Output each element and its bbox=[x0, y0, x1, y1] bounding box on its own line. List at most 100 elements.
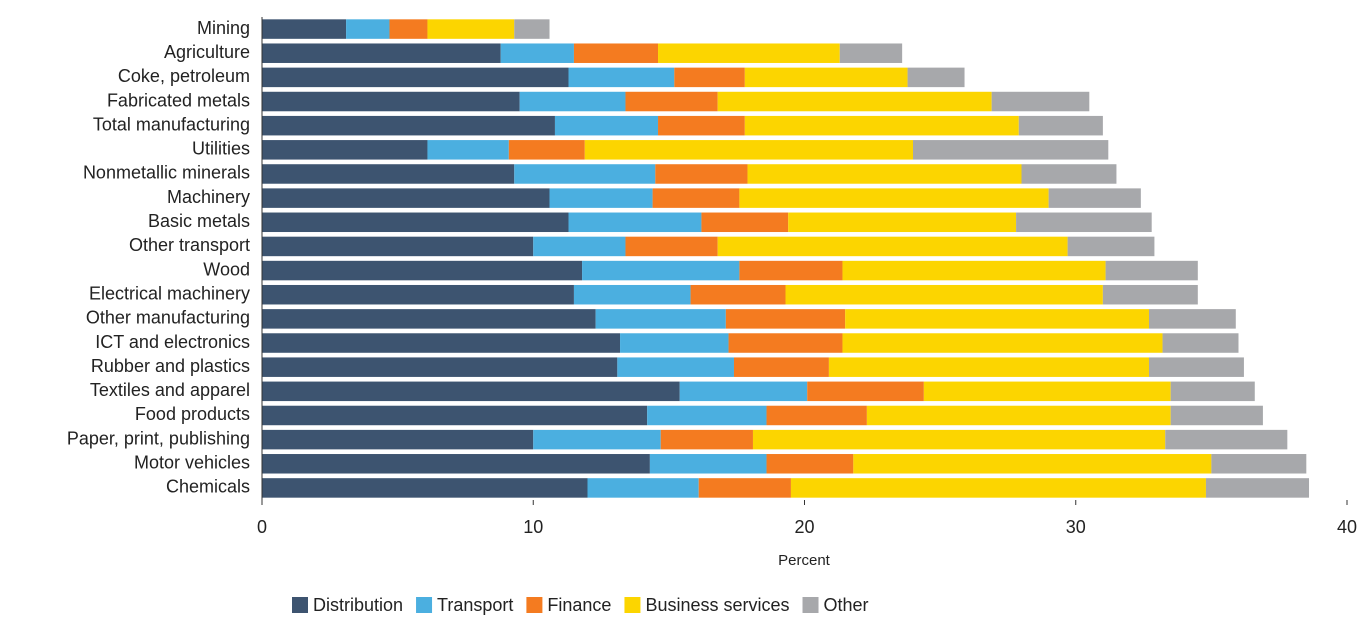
bar-segment bbox=[262, 188, 550, 208]
bar-segment bbox=[573, 284, 691, 305]
bar-segment bbox=[262, 454, 650, 474]
bar-segment bbox=[652, 188, 740, 208]
bar-segment bbox=[739, 260, 843, 281]
bar-segment bbox=[923, 381, 1171, 402]
bar-segment bbox=[1170, 381, 1255, 402]
y-tick-label: Fabricated metals bbox=[107, 90, 250, 110]
bar-segment bbox=[262, 429, 534, 450]
bar-segment bbox=[554, 115, 659, 136]
bar-segment bbox=[500, 43, 574, 63]
bar-segment bbox=[262, 405, 648, 426]
bar-segment bbox=[262, 19, 347, 39]
legend-label: Finance bbox=[547, 595, 611, 615]
y-tick-label: Rubber and plastics bbox=[91, 356, 250, 376]
bar-segment bbox=[595, 309, 726, 329]
y-tick-label: Agriculture bbox=[164, 42, 250, 62]
legend-swatch bbox=[526, 597, 543, 613]
bar-segment bbox=[568, 212, 702, 233]
bar-segment bbox=[744, 67, 908, 88]
bar-segment bbox=[620, 333, 729, 353]
bar-segment bbox=[658, 43, 840, 63]
bar-segment bbox=[807, 381, 924, 402]
legend-swatch bbox=[802, 597, 819, 613]
bar-segment bbox=[549, 188, 653, 208]
bar-segment bbox=[1211, 454, 1307, 474]
bar-segment bbox=[1021, 164, 1117, 184]
legend-swatch bbox=[292, 597, 308, 613]
bar-segment bbox=[582, 260, 740, 281]
bar-segment bbox=[907, 67, 965, 88]
y-tick-label: Chemicals bbox=[166, 477, 250, 497]
bar-segment bbox=[839, 43, 903, 63]
bar-segment bbox=[508, 140, 585, 160]
bar-segment bbox=[262, 91, 520, 112]
legend-label: Transport bbox=[437, 595, 513, 615]
bar-segment bbox=[1148, 309, 1236, 329]
x-tick-label: 40 bbox=[1337, 517, 1357, 537]
bar-segment bbox=[1018, 115, 1103, 136]
y-tick-label: Coke, petroleum bbox=[118, 66, 250, 86]
bar-segment bbox=[262, 43, 501, 63]
bar-segment bbox=[1205, 478, 1310, 498]
bar-segment bbox=[533, 236, 626, 257]
y-tick-label: Motor vehicles bbox=[134, 453, 250, 473]
bar-segment bbox=[698, 478, 791, 498]
bar-segment bbox=[262, 140, 428, 160]
bar-segment bbox=[845, 309, 1149, 329]
legend-swatch bbox=[416, 597, 433, 613]
bar-segment bbox=[1102, 284, 1198, 305]
bar-segment bbox=[617, 357, 734, 377]
bar-segment bbox=[744, 115, 1019, 136]
bar-segment bbox=[747, 164, 1022, 184]
y-tick-label: Food products bbox=[135, 404, 250, 424]
y-tick-label: Other manufacturing bbox=[86, 308, 250, 328]
bar-segment bbox=[262, 260, 583, 281]
bar-segment bbox=[625, 236, 718, 257]
bar-segment bbox=[752, 429, 1166, 450]
bar-segment bbox=[389, 19, 428, 39]
bar-segment bbox=[262, 236, 534, 257]
bar-segment bbox=[991, 91, 1090, 112]
bar-segment bbox=[262, 381, 680, 402]
bar-segment bbox=[262, 212, 569, 233]
bar-segment bbox=[262, 67, 569, 88]
bar-segment bbox=[262, 333, 621, 353]
bar-segment bbox=[533, 429, 661, 450]
legend-label: Business services bbox=[645, 595, 789, 615]
bar-segment bbox=[262, 164, 515, 184]
bar-segment bbox=[568, 67, 675, 88]
bar-segment bbox=[514, 164, 656, 184]
bar-segment bbox=[262, 284, 574, 305]
bar-segment bbox=[1148, 357, 1244, 377]
bar-segment bbox=[717, 91, 992, 112]
y-tick-label: Basic metals bbox=[148, 211, 250, 231]
bar-segment bbox=[690, 284, 786, 305]
bar-segment bbox=[1170, 405, 1263, 426]
bar-segment bbox=[766, 405, 867, 426]
bar-segment bbox=[913, 140, 1109, 160]
bar-segment bbox=[1048, 188, 1141, 208]
x-tick-label: 20 bbox=[794, 517, 814, 537]
bar-segment bbox=[785, 284, 1103, 305]
legend-label: Other bbox=[824, 595, 869, 615]
bar-segment bbox=[625, 91, 718, 112]
bar-segment bbox=[655, 164, 748, 184]
bar-segment bbox=[766, 454, 854, 474]
bar-segment bbox=[728, 333, 843, 353]
bar-segment bbox=[717, 236, 1068, 257]
bar-segment bbox=[647, 405, 767, 426]
bar-segment bbox=[514, 19, 550, 39]
x-tick-label: 30 bbox=[1066, 517, 1086, 537]
bar-segment bbox=[587, 478, 699, 498]
bar-segment bbox=[262, 478, 588, 498]
y-tick-label: Nonmetallic minerals bbox=[83, 163, 250, 183]
y-tick-label: Mining bbox=[197, 18, 250, 38]
legend-label: Distribution bbox=[313, 595, 403, 615]
bar-segment bbox=[679, 381, 808, 402]
bar-segment bbox=[346, 19, 390, 39]
bar-segment bbox=[1016, 212, 1152, 233]
bar-segment bbox=[1162, 333, 1239, 353]
bar-segment bbox=[739, 188, 1049, 208]
y-tick-label: Utilities bbox=[192, 139, 250, 159]
